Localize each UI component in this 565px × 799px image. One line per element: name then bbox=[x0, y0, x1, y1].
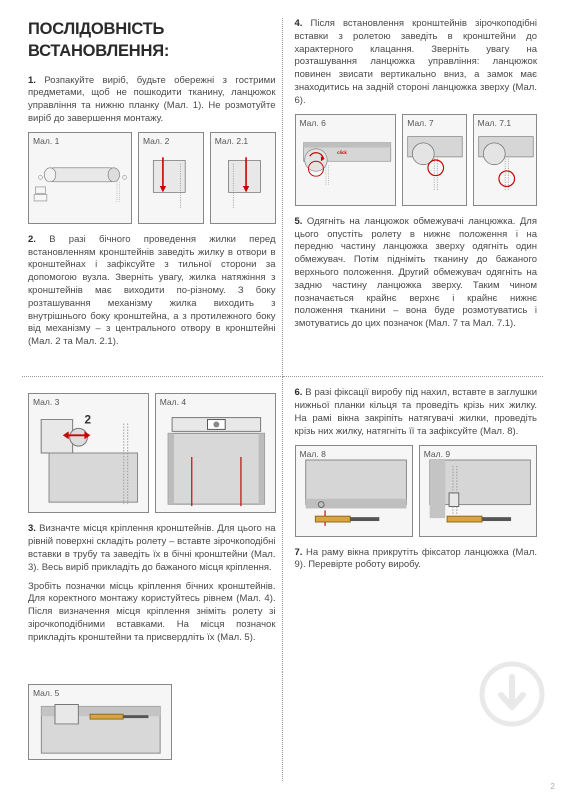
step-7: 7. На раму вікна прикрутіть фіксатор лан… bbox=[295, 547, 538, 573]
step-3b: Зробіть позначки місць кріплення бічних … bbox=[28, 581, 276, 645]
page-number: 2 bbox=[551, 782, 555, 793]
figure-7: Мал. 7 bbox=[402, 114, 466, 206]
figure-7-1: Мал. 7.1 bbox=[473, 114, 537, 206]
svg-text:click: click bbox=[337, 149, 347, 154]
figure-2: Мал. 2 bbox=[138, 132, 204, 224]
svg-text:2: 2 bbox=[84, 413, 91, 427]
step-2: 2. В разі бічного проведення жилки перед… bbox=[28, 234, 276, 349]
page-title: ПОСЛІДОВНІСТЬ ВСТАНОВЛЕННЯ: bbox=[28, 18, 276, 63]
figure-1: Мал. 1 bbox=[28, 132, 132, 224]
figure-8: Мал. 8 bbox=[295, 445, 413, 537]
step-5: 5. Одягніть на ланцюжок обмежувачі ланцю… bbox=[295, 216, 538, 331]
step-1: 1. Розпакуйте виріб, будьте обережні з г… bbox=[28, 75, 276, 126]
figure-6: Мал. 6 click bbox=[295, 114, 397, 206]
step-3: 3. Визначте місця кріплення кронштейнів.… bbox=[28, 523, 276, 574]
figure-5: Мал. 5 bbox=[28, 684, 172, 760]
figure-9: Мал. 9 bbox=[419, 445, 537, 537]
figure-2-1: Мал. 2.1 bbox=[210, 132, 276, 224]
step-4: 4. Після встановлення кронштейнів зірочк… bbox=[295, 18, 538, 108]
watermark-icon bbox=[477, 659, 547, 729]
figure-4: Мал. 4 bbox=[155, 393, 276, 513]
figure-3: Мал. 3 2 bbox=[28, 393, 149, 513]
step-6: 6. В разі фіксації виробу під нахил, вст… bbox=[295, 387, 538, 438]
